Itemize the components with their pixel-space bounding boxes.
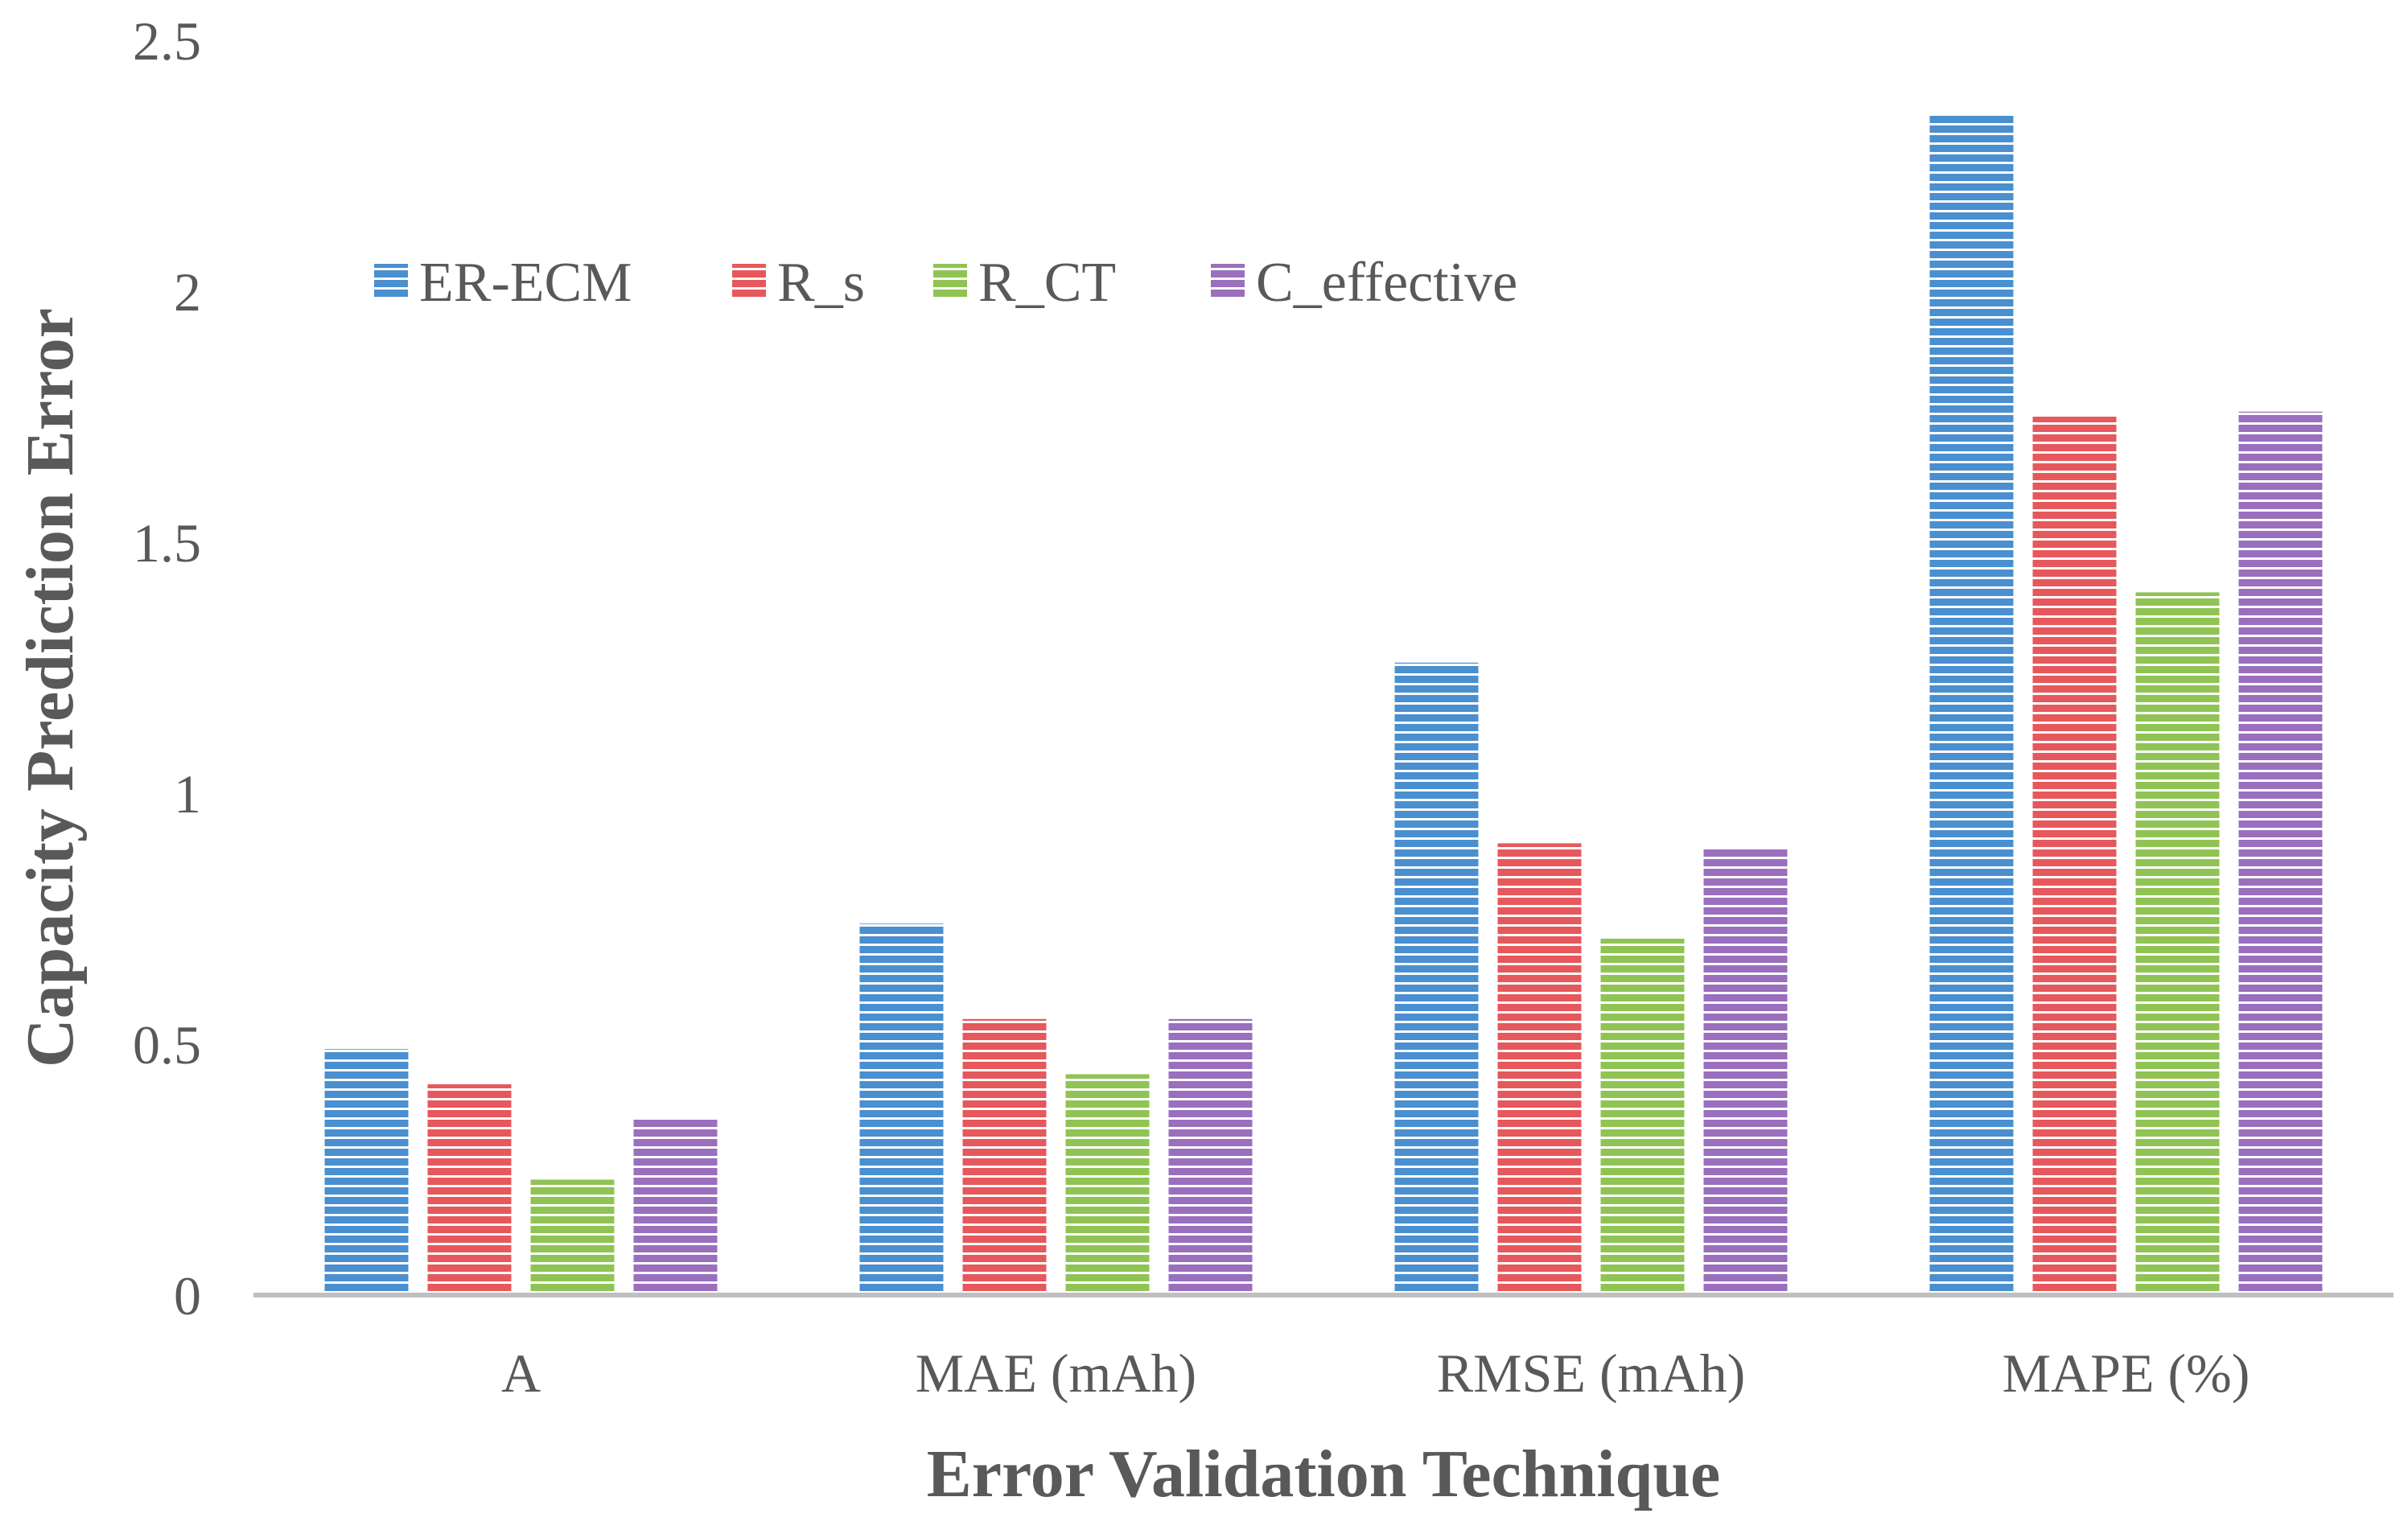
legend-label-r-ct: R_CT	[978, 252, 1116, 314]
bar-c-effective-a	[633, 1119, 718, 1295]
x-category-label: MAE (mAh)	[916, 1343, 1196, 1404]
x-axis-categories: A MAE (mAh) RMSE (mAh) MAPE (%)	[501, 1343, 2250, 1404]
bar-r-ct-rmse-mah	[1600, 938, 1685, 1295]
x-category-label: RMSE (mAh)	[1437, 1343, 1745, 1404]
legend-swatch-r-ct	[933, 264, 967, 298]
y-tick-label: 0.5	[133, 1014, 201, 1075]
bar-r-s-mape	[2032, 417, 2117, 1295]
y-axis-ticks: 0 0.5 1 1.5 2 2.5	[133, 10, 201, 1326]
y-tick-label: 1	[174, 763, 201, 825]
bar-r-ct-a	[530, 1179, 615, 1295]
x-axis-title: Error Validation Technique	[927, 1437, 1721, 1511]
y-tick-label: 0	[174, 1265, 201, 1326]
legend-swatch-c-effective	[1211, 264, 1245, 298]
bar-er-ecm-mape	[1929, 115, 2014, 1296]
bar-c-effective-rmse-mah	[1703, 848, 1788, 1295]
bar-r-ct-mae-mah	[1065, 1074, 1150, 1295]
bar-er-ecm-rmse-mah	[1394, 662, 1479, 1295]
bar-r-s-a	[427, 1084, 512, 1295]
x-category-label: A	[501, 1343, 541, 1404]
y-axis-title: Capacity Prediction Error	[13, 308, 88, 1067]
bar-r-ct-mape	[2135, 592, 2220, 1295]
legend-label-er-ecm: ER-ECM	[419, 252, 632, 314]
legend-swatch-r-s	[732, 264, 766, 298]
bar-er-ecm-mae-mah	[859, 923, 944, 1295]
y-tick-label: 2.5	[133, 10, 201, 72]
y-tick-label: 2	[174, 261, 201, 323]
legend-label-r-s: R_s	[777, 252, 865, 314]
legend: ER-ECM R_s R_CT C_effective	[374, 252, 1517, 314]
bar-c-effective-mae-mah	[1168, 1018, 1253, 1295]
bar-r-s-rmse-mah	[1497, 843, 1582, 1295]
bar-r-s-mae-mah	[962, 1018, 1047, 1295]
legend-swatch-er-ecm	[374, 264, 408, 298]
bar-c-effective-mape	[2238, 411, 2323, 1295]
x-category-label: MAPE (%)	[2003, 1343, 2250, 1404]
bar-er-ecm-a	[324, 1049, 409, 1295]
legend-label-c-effective: C_effective	[1256, 252, 1517, 314]
bars	[324, 115, 2323, 1296]
y-tick-label: 1.5	[133, 512, 201, 574]
